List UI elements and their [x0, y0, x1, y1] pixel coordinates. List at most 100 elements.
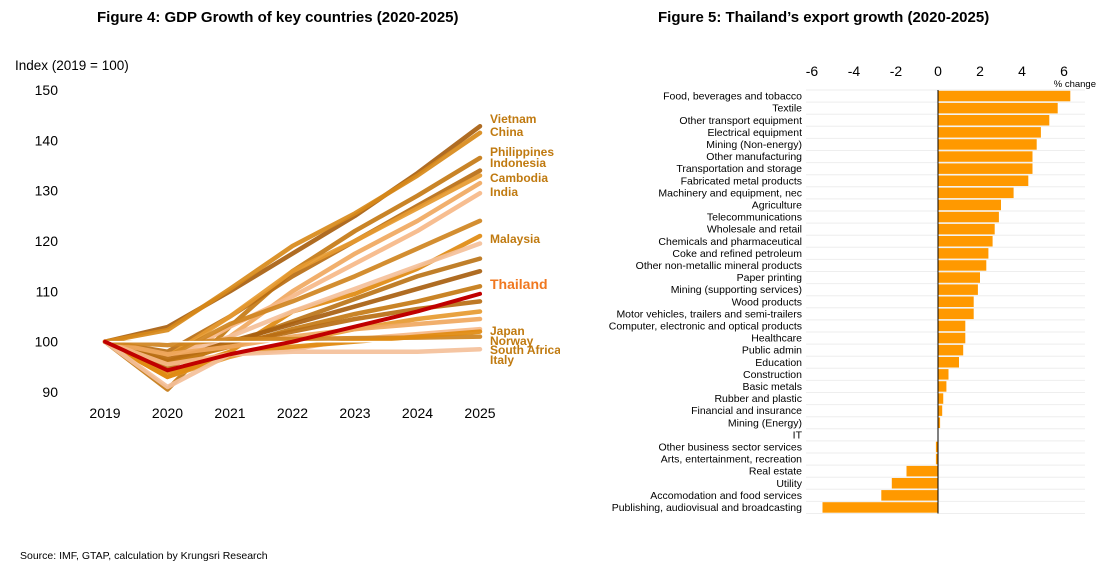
x-tick-label: -2 [890, 63, 903, 79]
category-label: Arts, entertainment, recreation [661, 454, 802, 466]
category-label: Real estate [749, 466, 802, 478]
category-label: Mining (Non-energy) [706, 139, 802, 151]
category-label: Healthcare [751, 333, 802, 345]
x-tick-label: 2021 [214, 405, 245, 421]
bar [938, 102, 1058, 114]
bar [891, 478, 938, 489]
series-label: Italy [490, 353, 514, 367]
bar [938, 320, 966, 332]
y-axis-label: Index (2019 = 100) [15, 58, 129, 73]
bar [938, 284, 978, 295]
bar [938, 211, 999, 223]
gdp-growth-line-chart: Index (2019 = 100) 90100110120130140150 … [15, 58, 560, 421]
bar [938, 115, 1050, 126]
category-label: Telecommunications [707, 212, 802, 224]
thailand-line [103, 291, 482, 373]
category-label: Wood products [732, 296, 802, 308]
series-line [102, 329, 483, 380]
category-label: Financial and insurance [691, 405, 802, 417]
category-label: Agriculture [752, 199, 802, 211]
category-label: IT [793, 429, 803, 441]
series-line [102, 316, 483, 357]
series-label: Malaysia [490, 232, 540, 246]
series-line [102, 130, 483, 344]
bar [938, 199, 1001, 211]
x-tick-label: -4 [848, 63, 861, 79]
x-tick-label: 6 [1060, 63, 1068, 79]
category-label: Motor vehicles, trailers and semi-traile… [616, 308, 802, 320]
series-label: South Africa [490, 343, 560, 357]
y-tick-label: 140 [35, 132, 59, 148]
x-tick-label: 2020 [152, 405, 183, 421]
bar [938, 90, 1071, 102]
y-axis-ticks: 90 100 110 120 130 140 150 [35, 82, 59, 400]
bar [938, 175, 1029, 186]
series-label: Indonesia [490, 156, 546, 170]
bar [938, 272, 980, 283]
bar [938, 381, 947, 392]
bar [938, 357, 959, 368]
series-label: Vietnam [490, 112, 536, 126]
bar [938, 308, 974, 320]
category-label: Basic metals [742, 381, 802, 393]
category-label: Education [755, 357, 802, 369]
x-tick-label: 2025 [464, 405, 495, 421]
category-label: Fabricated metal products [681, 175, 802, 187]
category-label: Computer, electronic and optical product… [609, 320, 802, 332]
x-tick-label: -6 [806, 63, 819, 79]
y-tick-label: 150 [35, 82, 59, 98]
bar [938, 127, 1041, 138]
category-label: Accomodation and food services [650, 490, 802, 502]
series-lines [102, 123, 483, 392]
x-axis-ticks: -6 -4 -2 0 2 4 6 [806, 63, 1068, 79]
bar [938, 332, 966, 344]
x-axis-ticks: 2019 2020 2021 2022 2023 2024 2025 [89, 405, 495, 421]
bar [938, 248, 989, 259]
category-label: Food, beverages and tobacco [663, 91, 802, 103]
y-tick-label: 90 [42, 384, 58, 400]
category-label: Electrical equipment [707, 127, 802, 139]
category-label: Rubber and plastic [714, 393, 802, 405]
x-tick-label: 4 [1018, 63, 1026, 79]
x-tick-label: 2024 [402, 405, 433, 421]
category-label: Coke and refined petroleum [672, 248, 802, 260]
category-label: Construction [743, 369, 802, 381]
y-tick-label: 100 [35, 334, 59, 350]
y-tick-label: 130 [35, 183, 59, 199]
series-label: India [490, 185, 518, 199]
bar [938, 344, 964, 356]
bar [906, 465, 938, 477]
unit-label: % change [1054, 79, 1096, 90]
bar [938, 260, 987, 271]
export-growth-bar-chart: -6 -4 -2 0 2 4 6 % change Food, beverages and … [609, 63, 1096, 514]
category-label: Chemicals and pharmaceutical [658, 236, 802, 248]
y-tick-label: 120 [35, 233, 59, 249]
bar [938, 187, 1014, 199]
category-label: Public admin [742, 345, 802, 357]
x-tick-label: 2022 [277, 405, 308, 421]
bar [938, 236, 993, 247]
bar [938, 405, 943, 416]
bar [938, 393, 944, 404]
series-label: Philippines [490, 145, 554, 159]
series-line [102, 326, 483, 367]
figure-5-title: Figure 5: Thailand’s export growth (2020… [658, 9, 990, 26]
series-label: Cambodia [490, 171, 548, 185]
category-label: Textile [772, 103, 802, 115]
bar [938, 163, 1033, 174]
series-line [102, 256, 483, 370]
bar [938, 369, 949, 380]
category-label: Transportation and storage [676, 163, 802, 175]
category-label: Paper printing [737, 272, 803, 284]
bar [881, 490, 938, 501]
category-label: Mining (Energy) [728, 417, 802, 429]
series-label: Thailand [490, 276, 548, 292]
x-tick-label: 2 [976, 63, 984, 79]
category-label: Other non-metallic mineral products [636, 260, 802, 272]
series-label: China [490, 125, 524, 139]
bar [938, 151, 1033, 162]
category-label: Wholesale and retail [707, 224, 802, 236]
bars [822, 90, 1071, 513]
category-label: Publishing, audiovisual and broadcasting [612, 502, 802, 514]
bar [938, 139, 1037, 150]
